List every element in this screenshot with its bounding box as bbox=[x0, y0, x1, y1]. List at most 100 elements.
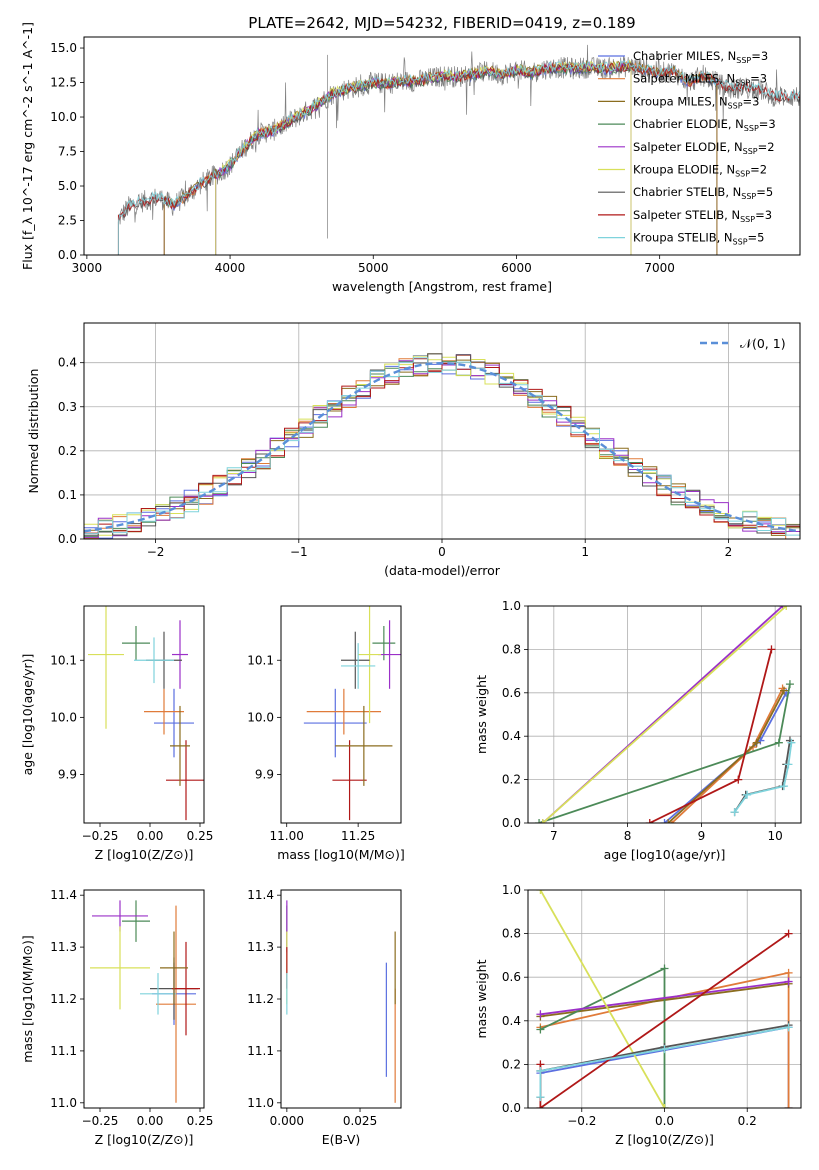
spectrum-lines bbox=[117, 44, 800, 255]
legend-label: Kroupa STELIB, NSSP=5 bbox=[633, 231, 764, 247]
y-tick-label: 0.8 bbox=[502, 927, 521, 941]
massweight-vs-Z-panel: −0.2 0.0 0.2 0.0 0.2 0.4 0.6 0.8 1.0 Z [log10(Z/Z… bbox=[474, 883, 802, 1147]
y-tick-label: 9.9 bbox=[255, 767, 274, 781]
y-tick-label: 0.1 bbox=[58, 488, 77, 502]
y-tick-label: 11.2 bbox=[247, 992, 274, 1006]
x-tick-label: 0.0 bbox=[655, 1114, 674, 1128]
spectrum-panel: 3000 4000 5000 6000 7000 0.0 2.5 5.0 7.5 10.0 12.5… bbox=[20, 22, 801, 294]
histogram-kroupa-stelib bbox=[84, 357, 800, 536]
x-tick-label: 0.00 bbox=[137, 1114, 164, 1128]
series-kroupa-elodie bbox=[542, 606, 787, 823]
x-tick-label: 10 bbox=[768, 829, 783, 843]
mass-weight-lines bbox=[535, 606, 796, 823]
mass-weight-lines bbox=[536, 890, 793, 1108]
x-tick-label: −2 bbox=[147, 545, 165, 559]
x-tick-label: 6000 bbox=[501, 261, 532, 275]
y-tick-label: 0.0 bbox=[502, 1101, 521, 1115]
marker bbox=[536, 1066, 545, 1075]
marker bbox=[774, 738, 783, 747]
y-tick-label: 11.3 bbox=[50, 940, 77, 954]
marker bbox=[536, 1025, 545, 1034]
y-tick-label: 11.0 bbox=[247, 1096, 274, 1110]
marker bbox=[784, 1023, 793, 1032]
spectrum-legend: Chabrier MILES, NSSP=3 Salpeter MILES, NS… bbox=[598, 49, 776, 247]
marker bbox=[767, 645, 776, 654]
y-tick-label: 12.5 bbox=[50, 76, 77, 90]
marker bbox=[660, 819, 669, 823]
marker bbox=[645, 819, 654, 823]
x-tick-label: 2 bbox=[725, 545, 733, 559]
y-tick-label: 0.6 bbox=[502, 686, 521, 700]
marker bbox=[784, 1104, 793, 1108]
marker bbox=[784, 760, 793, 769]
x-tick-label: 4000 bbox=[215, 261, 246, 275]
mass-vs-ebv-panel: 0.000 0.025 11.0 11.1 11.2 11.3 11.4 E(B-V) bbox=[247, 888, 402, 1147]
y-tick-label: 0.8 bbox=[502, 642, 521, 656]
legend-label: Salpeter ELODIE, NSSP=2 bbox=[633, 140, 775, 156]
marker bbox=[784, 929, 793, 938]
x-axis-label: E(B-V) bbox=[322, 1132, 361, 1147]
legend-label: Chabrier STELIB, NSSP=5 bbox=[633, 185, 773, 201]
y-tick-label: 10.0 bbox=[247, 710, 274, 724]
x-tick-label: 0.000 bbox=[270, 1114, 304, 1128]
y-tick-label: 15.0 bbox=[50, 41, 77, 55]
y-tick-label: 0.0 bbox=[502, 816, 521, 830]
y-tick-label: 11.3 bbox=[247, 940, 274, 954]
marker bbox=[743, 790, 752, 799]
y-axis-label: mass [log10(M/M⊙)] bbox=[20, 935, 35, 1063]
marker bbox=[780, 686, 789, 695]
legend-label: Salpeter MILES, NSSP=3 bbox=[633, 72, 767, 88]
marker bbox=[535, 819, 544, 823]
x-axis-label: (data-model)/error bbox=[384, 563, 501, 578]
y-tick-label: 0.4 bbox=[58, 356, 77, 370]
legend-label: Chabrier ELODIE, NSSP=3 bbox=[633, 117, 776, 133]
legend-label: Kroupa ELODIE, NSSP=2 bbox=[633, 163, 767, 179]
legend-label: Salpeter STELIB, NSSP=3 bbox=[633, 208, 772, 224]
x-tick-label: 0.25 bbox=[187, 1114, 214, 1128]
y-tick-label: 11.0 bbox=[50, 1096, 77, 1110]
error-bars bbox=[303, 606, 401, 821]
y-tick-label: 0.0 bbox=[58, 532, 77, 546]
marker bbox=[734, 775, 743, 784]
marker bbox=[536, 1010, 545, 1019]
series-kroupa-stelib bbox=[539, 1026, 789, 1098]
series-kroupa-elodie bbox=[539, 890, 666, 1108]
axes-frame bbox=[527, 889, 802, 1109]
marker bbox=[536, 1104, 545, 1108]
residual-histograms bbox=[84, 353, 800, 539]
x-tick-label: 0.025 bbox=[343, 1114, 377, 1128]
y-tick-label: 5.0 bbox=[58, 179, 77, 193]
model-chabrier-stelib bbox=[117, 62, 800, 255]
y-tick-label: 0.3 bbox=[58, 400, 77, 414]
marker bbox=[664, 819, 673, 823]
x-tick-label: 0.2 bbox=[738, 1114, 757, 1128]
normal-curve bbox=[84, 361, 800, 533]
marker bbox=[536, 1093, 545, 1102]
y-tick-label: 2.5 bbox=[58, 214, 77, 228]
axes-frame bbox=[280, 889, 402, 1109]
y-tick-label: 10.1 bbox=[247, 653, 274, 667]
y-tick-label: 11.1 bbox=[247, 1044, 274, 1058]
x-tick-label: 11.00 bbox=[270, 829, 304, 843]
x-tick-label: 11.25 bbox=[341, 829, 375, 843]
x-tick-label: 1 bbox=[581, 545, 589, 559]
age-vs-Z-panel: −0.25 0.00 0.25 9.9 10.0 10.1 Z [log10(Z/Z⊙)] a… bbox=[20, 605, 213, 862]
marker bbox=[536, 890, 545, 894]
marker bbox=[660, 1045, 669, 1054]
marker bbox=[730, 808, 739, 817]
marker bbox=[538, 819, 547, 823]
error-bars bbox=[90, 900, 200, 1103]
x-tick-label: 7000 bbox=[644, 261, 675, 275]
marker bbox=[787, 738, 796, 747]
x-tick-label: 9 bbox=[698, 829, 706, 843]
marker bbox=[660, 964, 669, 973]
axes-frame bbox=[83, 322, 801, 540]
error-bars bbox=[88, 606, 204, 821]
y-tick-label: 0.2 bbox=[502, 1057, 521, 1071]
x-tick-label: 3000 bbox=[72, 261, 103, 275]
axes-frame bbox=[83, 605, 205, 824]
x-axis-label: Z [log10(Z/Z⊙)] bbox=[95, 1132, 194, 1147]
y-tick-label: 11.4 bbox=[50, 888, 77, 902]
y-tick-label: 10.0 bbox=[50, 710, 77, 724]
legend-label: 𝒩(0, 1) bbox=[740, 336, 786, 351]
